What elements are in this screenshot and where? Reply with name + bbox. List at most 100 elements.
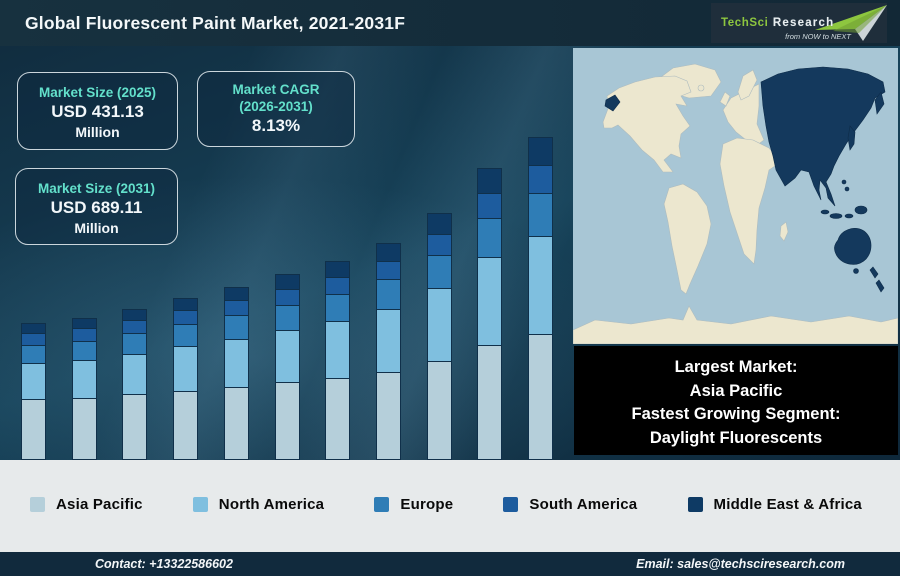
map-tasmania-highlight	[853, 268, 859, 274]
map-indonesia-highlight	[820, 209, 830, 215]
stacked-bar-2026E	[274, 274, 300, 460]
map-chukotka-highlight	[604, 94, 621, 112]
bar-segment	[72, 319, 96, 329]
stat-unit: Million	[74, 220, 119, 236]
bar-column-2026E: 2026E	[262, 46, 313, 479]
footer-email: Email: sales@techsciresearch.com	[636, 557, 845, 571]
stacked-bar-2030F	[477, 168, 503, 460]
map-antarctica	[573, 305, 898, 344]
bar-segment	[21, 345, 45, 364]
stat-box-market-cagr: Market CAGR (2026-2031) 8.13%	[197, 71, 355, 147]
stacked-bar-2024	[173, 298, 199, 460]
bar-segment	[427, 234, 451, 255]
bar-segment	[174, 299, 198, 311]
bar-segment	[174, 347, 198, 391]
legend-label: Middle East & Africa	[713, 496, 862, 513]
bar-segment	[377, 280, 400, 309]
bar-column-2024: 2024	[160, 46, 211, 479]
map-madagascar	[779, 221, 789, 242]
stat-label: Market CAGR	[232, 82, 320, 97]
legend-label: Asia Pacific	[56, 496, 143, 513]
stat-label: Market Size (2031)	[37, 181, 156, 196]
stacked-bar-chart: 202120222023202420252026E2027F2028F2029F…	[8, 46, 566, 479]
bar-segment	[529, 138, 553, 166]
logo-wordmark: TechSci Research	[721, 13, 834, 31]
bar-segment	[123, 334, 147, 354]
chart-legend: Asia Pacific North America Europe South Ame…	[0, 496, 900, 513]
bar-segment	[21, 400, 45, 459]
legend-swatch-icon	[374, 497, 390, 512]
stat-unit: Million	[75, 124, 120, 140]
logo-brand-techsci: TechSci	[721, 17, 769, 29]
bar-column-2021: 2021	[8, 46, 59, 479]
legend-swatch-icon	[687, 497, 703, 512]
map-africa	[719, 137, 782, 265]
map-new-guinea-highlight	[854, 205, 868, 215]
bar-segment	[377, 372, 400, 459]
legend-swatch-icon	[30, 497, 45, 512]
legend-label: South America	[529, 496, 638, 513]
map-uk	[719, 91, 731, 107]
stat-box-market-size-2025: Market Size (2025) USD 431.13 Million	[17, 72, 178, 150]
map-australia-highlight	[834, 228, 872, 265]
bar-segment	[123, 321, 147, 334]
map-iceland	[697, 84, 705, 92]
stacked-bar-2028F	[376, 243, 401, 460]
map-indonesia-highlight	[829, 213, 843, 219]
bar-segment	[326, 379, 350, 460]
footer-bar: Contact: +13322586602 Email: sales@techs…	[0, 552, 900, 576]
world-map	[573, 48, 898, 344]
bar-segment	[427, 255, 451, 288]
techsci-logo: TechSci Research from NOW to NEXT	[711, 3, 887, 43]
callout-line: Daylight Fluorescents	[649, 428, 823, 447]
bar-segment	[478, 345, 502, 459]
bar-segment	[529, 166, 553, 193]
bar-column-2029F: 2029F	[414, 46, 465, 479]
map-japan-highlight	[847, 125, 856, 151]
bar-segment	[72, 360, 96, 398]
bar-segment	[275, 330, 299, 383]
bar-column-2028F: 2028F	[363, 46, 414, 479]
bar-segment	[275, 383, 299, 459]
bar-segment	[529, 335, 553, 459]
legend-label: North America	[218, 496, 325, 513]
stacked-bar-2022	[71, 318, 97, 460]
bar-segment	[478, 218, 502, 257]
bar-segment	[275, 289, 299, 305]
bar-segment	[427, 288, 451, 362]
bar-segment	[224, 387, 248, 459]
stacked-bar-2029F	[426, 213, 452, 460]
stat-value: USD 431.13	[51, 102, 144, 121]
map-philippines-highlight	[841, 179, 847, 185]
legend-item: North America	[192, 496, 325, 513]
stacked-bar-2023	[122, 309, 148, 460]
legend-item: Asia Pacific	[30, 496, 143, 513]
callout-line: Fastest Growing Segment:	[631, 405, 841, 423]
bar-segment	[326, 295, 350, 321]
logo-tagline: from NOW to NEXT	[785, 32, 851, 41]
bar-segment	[427, 362, 451, 459]
bar-segment	[72, 398, 96, 459]
legend-item: Europe	[374, 496, 453, 513]
bar-segment	[224, 339, 248, 387]
bar-segment	[224, 301, 248, 316]
bar-segment	[427, 214, 451, 234]
bar-segment	[123, 354, 147, 395]
bar-segment	[478, 257, 502, 345]
bar-column-2031F: 2031F	[515, 46, 566, 479]
bar-segment	[326, 278, 350, 295]
bar-segment	[174, 325, 198, 347]
map-indonesia-highlight	[844, 213, 854, 219]
bar-column-2022: 2022	[59, 46, 110, 479]
bar-segment	[123, 395, 147, 459]
bar-segment	[224, 316, 248, 339]
callout-line: Asia Pacific	[689, 381, 783, 400]
footer-contact: Contact: +13322586602	[95, 557, 233, 571]
bar-segment	[21, 364, 45, 400]
legend-item: Middle East & Africa	[687, 496, 862, 513]
bar-segment	[478, 193, 502, 218]
stacked-bar-2027F	[325, 261, 351, 460]
map-philippines-highlight	[844, 186, 850, 192]
bar-segment	[72, 329, 96, 341]
